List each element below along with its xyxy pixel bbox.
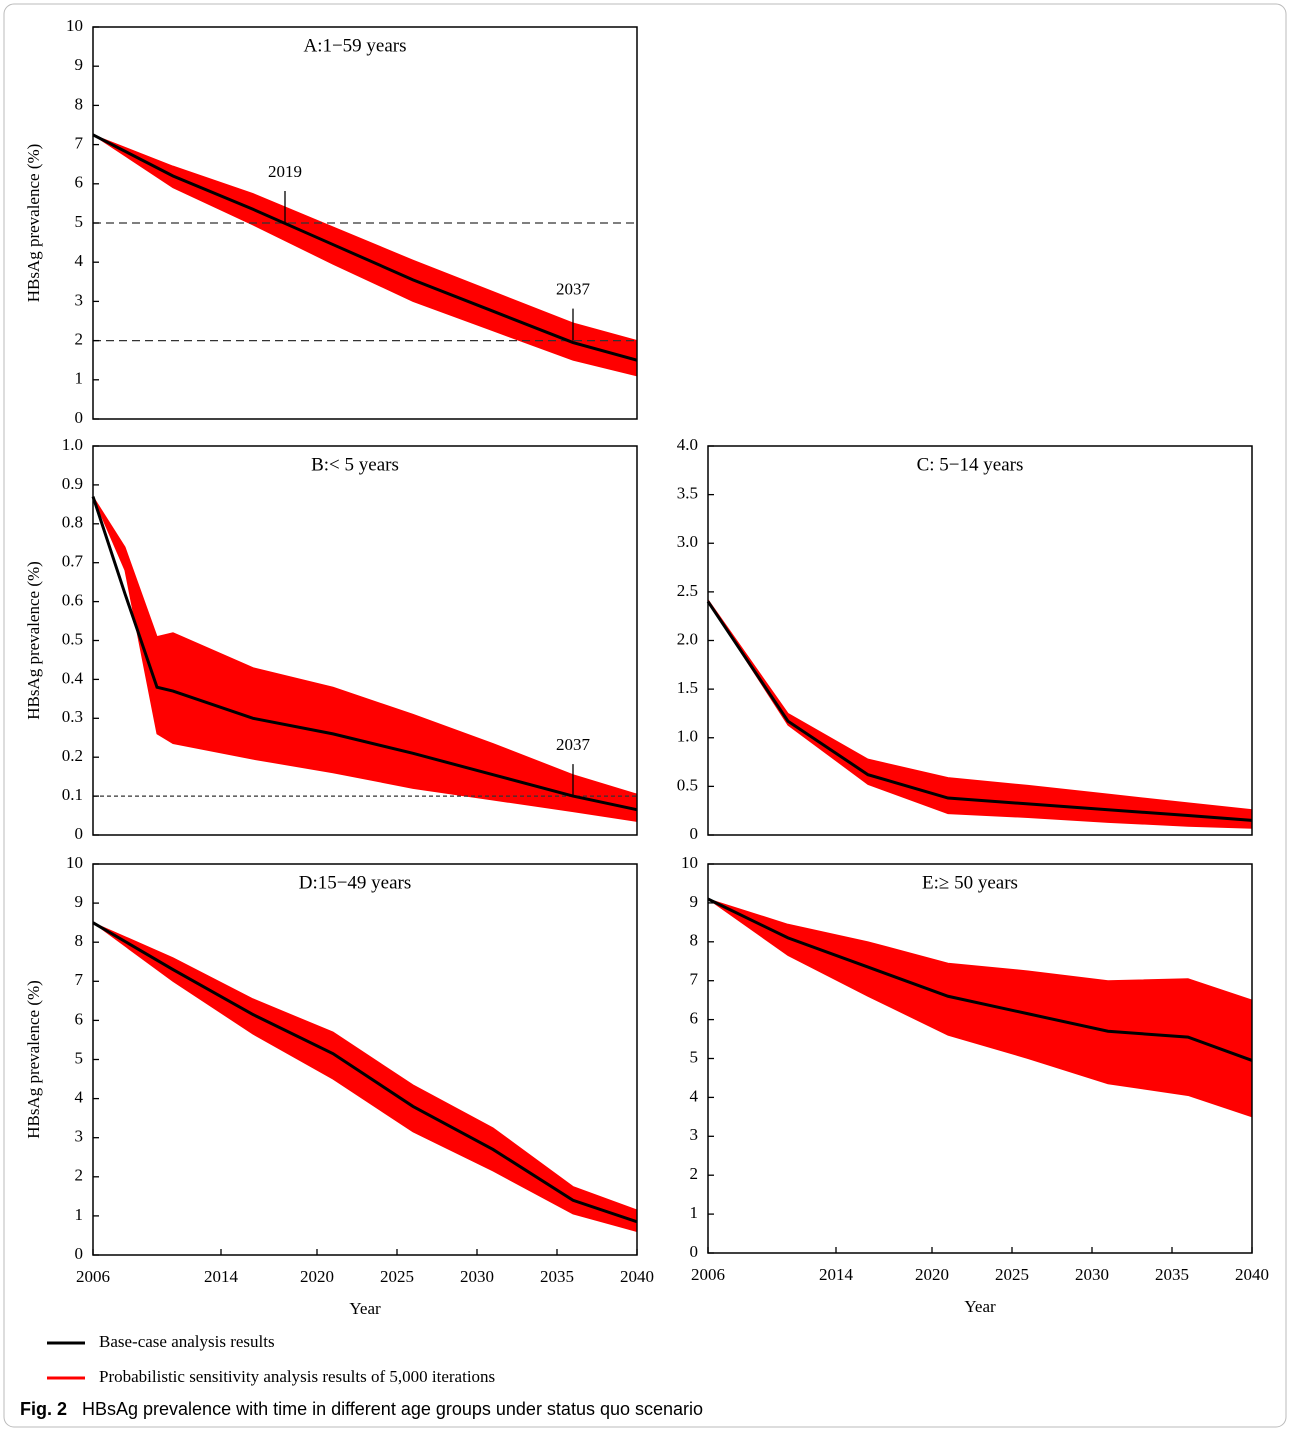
- y-tick-label: 3: [690, 1125, 699, 1144]
- y-tick-label: 0.5: [62, 629, 83, 648]
- annotation: 2037: [556, 735, 591, 754]
- x-tick-label: 2014: [819, 1265, 854, 1284]
- annotation: 2019: [268, 162, 302, 181]
- y-tick-label: 0.1: [62, 785, 83, 804]
- panel-title: B:< 5 years: [311, 454, 399, 475]
- base-case-line: [92, 921, 638, 1224]
- y-tick-label: 0: [75, 408, 84, 427]
- y-tick-label: 4: [75, 251, 84, 270]
- y-tick-label: 1.5: [677, 678, 698, 697]
- y-tick-label: 9: [75, 892, 84, 911]
- x-tick-label: 2020: [300, 1267, 334, 1286]
- y-tick-label: 2.5: [677, 581, 698, 600]
- y-tick-label: 3: [75, 290, 84, 309]
- y-tick-label: 5: [75, 1048, 84, 1067]
- panel-title: E:≥ 50 years: [922, 872, 1018, 893]
- x-tick-label: 2040: [620, 1267, 654, 1286]
- y-tick-label: 3: [75, 1127, 84, 1146]
- y-tick-label: 10: [66, 853, 83, 872]
- x-tick-label: 2035: [1155, 1265, 1189, 1284]
- psa-band: [92, 134, 638, 377]
- x-tick-label: 2030: [1075, 1265, 1109, 1284]
- x-tick-label: 2014: [204, 1267, 239, 1286]
- legend-label: Base-case analysis results: [99, 1332, 275, 1351]
- y-tick-label: 2.0: [677, 629, 698, 648]
- y-tick-label: 3.5: [677, 484, 698, 503]
- x-tick-label: 2025: [380, 1267, 414, 1286]
- y-tick-label: 4.0: [677, 435, 698, 454]
- y-tick-label: 1.0: [62, 435, 83, 454]
- y-tick-label: 5: [690, 1047, 699, 1066]
- psa-band: [707, 598, 1253, 829]
- y-tick-label: 0.7: [62, 552, 84, 571]
- y-tick-label: 2: [75, 1166, 84, 1185]
- x-axis-label: Year: [964, 1297, 996, 1316]
- base-case-line: [91, 496, 638, 812]
- y-tick-label: 7: [75, 134, 84, 153]
- y-tick-label: 2: [75, 330, 84, 349]
- y-tick-label: 2: [690, 1164, 699, 1183]
- y-tick-label: 0.3: [62, 707, 83, 726]
- y-tick-label: 0.5: [677, 775, 698, 794]
- x-tick-label: 2006: [76, 1267, 110, 1286]
- y-tick-label: 1: [690, 1203, 699, 1222]
- x-tick-label: 2006: [691, 1265, 725, 1284]
- base-case-line: [92, 133, 638, 362]
- psa-band: [707, 898, 1253, 1118]
- y-tick-label: 9: [690, 892, 699, 911]
- x-tick-label: 2035: [540, 1267, 574, 1286]
- y-tick-label: 10: [66, 16, 83, 35]
- x-tick-label: 2030: [460, 1267, 494, 1286]
- y-tick-label: 0.4: [62, 668, 84, 687]
- y-tick-label: 6: [690, 1009, 699, 1028]
- frame: [3, 3, 1287, 1428]
- y-tick-label: 8: [75, 931, 84, 950]
- y-tick-label: 6: [75, 1009, 84, 1028]
- y-tick-label: 0.6: [62, 591, 83, 610]
- plot-frame: [707, 445, 1253, 836]
- legend-label: Probabilistic sensitivity analysis resul…: [99, 1367, 495, 1386]
- panel-title: A:1−59 years: [303, 35, 406, 56]
- y-axis-label: HBsAg prevalence (%): [24, 561, 43, 720]
- caption-label: Fig. 2: [20, 1399, 67, 1419]
- base-case-line: [707, 897, 1253, 1062]
- y-tick-label: 7: [75, 970, 84, 989]
- y-tick-label: 6: [75, 173, 84, 192]
- y-tick-label: 0.2: [62, 746, 83, 765]
- y-tick-label: 1.0: [677, 727, 698, 746]
- y-tick-label: 8: [690, 931, 699, 950]
- y-tick-label: 1: [75, 369, 84, 388]
- y-tick-label: 4: [75, 1088, 84, 1107]
- panel-title: D:15−49 years: [299, 872, 412, 893]
- y-tick-label: 7: [690, 970, 699, 989]
- x-tick-label: 2025: [995, 1265, 1029, 1284]
- y-tick-label: 8: [75, 94, 84, 113]
- caption-text: HBsAg prevalence with time in different …: [82, 1399, 703, 1419]
- y-tick-label: 1: [75, 1205, 84, 1224]
- base-case-line: [706, 600, 1253, 822]
- y-tick-label: 0: [75, 824, 84, 843]
- y-tick-label: 3.0: [677, 532, 698, 551]
- annotation: 2037: [556, 280, 591, 299]
- y-tick-label: 9: [75, 55, 84, 74]
- panel-title: C: 5−14 years: [917, 454, 1024, 475]
- y-tick-label: 0: [690, 1242, 699, 1261]
- x-tick-label: 2040: [1235, 1265, 1269, 1284]
- x-tick-label: 2020: [915, 1265, 949, 1284]
- y-axis-label: HBsAg prevalence (%): [24, 980, 43, 1139]
- psa-band: [92, 496, 638, 822]
- x-axis-label: Year: [349, 1299, 381, 1318]
- y-tick-label: 5: [75, 212, 84, 231]
- y-axis-label: HBsAg prevalence (%): [24, 144, 43, 303]
- y-tick-label: 0.8: [62, 513, 83, 532]
- y-tick-label: 0: [75, 1244, 84, 1263]
- y-tick-label: 0: [690, 824, 699, 843]
- y-tick-label: 0.9: [62, 474, 83, 493]
- y-tick-label: 10: [681, 853, 698, 872]
- y-tick-label: 4: [690, 1086, 699, 1105]
